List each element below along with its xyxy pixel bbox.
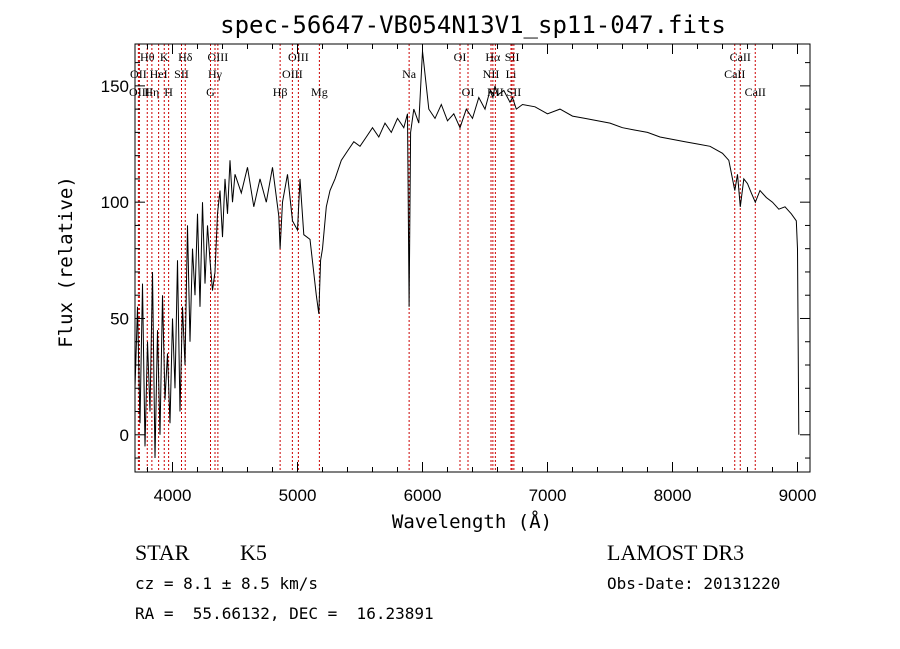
line-marker-label: Hγ — [208, 67, 223, 81]
line-marker-label: OI — [462, 85, 475, 99]
line-marker-label: OIII — [129, 85, 150, 99]
spectrum-chart: spec-56647-VB054N13V1_sp11-047.fits Hθ OI… — [55, 11, 817, 533]
x-tick-label: 7000 — [529, 486, 567, 505]
line-marker-label: HeI — [150, 67, 168, 81]
x-tick-label: 5000 — [279, 486, 317, 505]
line-marker-label: OIII — [208, 50, 229, 64]
line-marker-label: NII — [487, 85, 504, 99]
y-tick-label: 150 — [101, 77, 129, 96]
line-marker-label: Mg — [311, 85, 328, 99]
line-marker-label: SII — [174, 67, 189, 81]
object-subclass: K5 — [240, 540, 267, 565]
coordinates: RA = 55.66132, DEC = 16.23891 — [135, 604, 434, 623]
line-marker-label: Hδ — [178, 50, 193, 64]
y-tick-label: 0 — [120, 426, 129, 445]
plot-frame — [134, 43, 811, 473]
spectrum-series — [134, 50, 800, 459]
spectrum-line-0 — [134, 50, 800, 459]
line-marker-label: Hα — [485, 50, 501, 64]
line-marker-label: OIII — [288, 50, 309, 64]
line-marker-label: SII — [507, 85, 522, 99]
x-tick-label: 9000 — [779, 486, 817, 505]
y-tick-label: 100 — [101, 193, 129, 212]
line-marker-label: Li — [506, 67, 517, 81]
y-axis-label: Flux (relative) — [55, 176, 77, 348]
line-marker-label: CaII — [724, 67, 745, 81]
line-marker-label: Hθ — [140, 50, 155, 64]
line-marker-label: OII — [130, 67, 147, 81]
line-marker-label: Hη — [144, 85, 159, 99]
line-marker-label: G — [206, 85, 215, 99]
y-tick-label: 50 — [110, 309, 129, 328]
x-tick-label: 6000 — [404, 486, 442, 505]
redshift-velocity: cz = 8.1 ± 8.5 km/s — [135, 574, 319, 593]
x-tick-label: 8000 — [654, 486, 692, 505]
line-marker-label: H — [164, 85, 173, 99]
observation-date: Obs-Date: 20131220 — [607, 574, 781, 593]
chart-title: spec-56647-VB054N13V1_sp11-047.fits — [220, 11, 726, 39]
survey-name: LAMOST DR3 — [607, 540, 745, 565]
line-marker-label: Hβ — [273, 85, 288, 99]
line-marker-label: OIII — [282, 67, 303, 81]
line-marker-label: Na — [402, 67, 417, 81]
line-marker-label: K — [160, 50, 169, 64]
x-axis-ticks: 4000 5000 6000 7000 8000 9000 — [147, 44, 817, 505]
object-class: STAR — [135, 540, 190, 565]
line-marker-label: CaII — [730, 50, 751, 64]
line-marker-label: SII — [505, 50, 520, 64]
y-axis-ticks: 0 50 100 150 — [101, 62, 810, 459]
line-marker-label: NII — [483, 67, 500, 81]
line-marker-label: OI — [454, 50, 467, 64]
x-axis-label: Wavelength (Å) — [392, 510, 552, 533]
line-marker-label: CaII — [745, 85, 766, 99]
x-tick-label: 4000 — [154, 486, 192, 505]
